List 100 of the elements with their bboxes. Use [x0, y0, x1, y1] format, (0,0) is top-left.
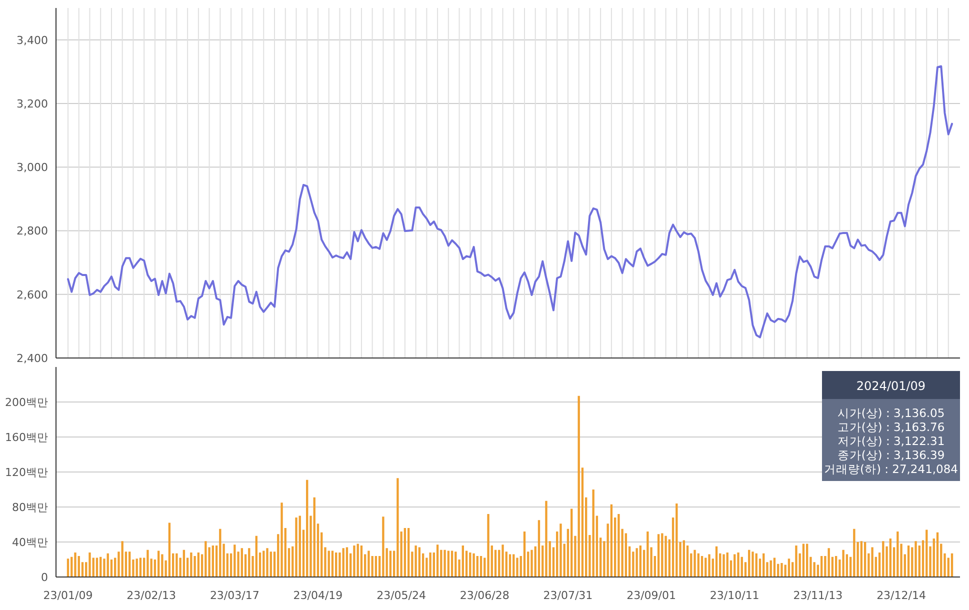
bar [270, 552, 272, 577]
bar [78, 556, 80, 577]
bar [396, 478, 399, 577]
bar [197, 552, 200, 577]
bar [722, 554, 725, 577]
bar [755, 553, 758, 577]
bar [762, 553, 765, 577]
x-tick-label: 23/05/24 [376, 589, 426, 602]
y-tick-label: 2,800 [16, 224, 48, 238]
bar [212, 546, 214, 577]
bar [404, 528, 406, 577]
y-tick-label: 2,400 [16, 352, 48, 365]
bar [907, 546, 910, 577]
bar [523, 532, 526, 577]
bar [469, 552, 472, 577]
bar [834, 556, 838, 577]
x-tick-label: 23/10/11 [710, 589, 760, 602]
x-tick-label: 23/12/14 [876, 589, 926, 602]
bar [476, 556, 478, 577]
bar [864, 542, 866, 577]
bar [788, 558, 790, 577]
bar [806, 544, 808, 577]
bar [737, 552, 740, 577]
bar [382, 516, 384, 577]
annotation: 종가(상) : 3,136.39 [837, 448, 945, 462]
bar [646, 532, 649, 577]
bar [842, 550, 844, 577]
bar [436, 544, 439, 577]
y-tick-label: 0 [41, 571, 48, 584]
bar [618, 514, 620, 577]
bar [407, 528, 410, 577]
bar [889, 538, 892, 577]
x-tick-label: 23/09/01 [626, 589, 676, 602]
bar [795, 546, 798, 577]
bar [494, 550, 497, 577]
bar [234, 544, 236, 577]
y-tick-label: 120백만 [5, 466, 48, 479]
bar [480, 556, 482, 577]
bar [657, 534, 660, 577]
bar [176, 553, 178, 577]
bar [429, 552, 432, 577]
bar [664, 536, 667, 577]
bar [454, 552, 457, 577]
annotation: 2024/01/09 [856, 379, 926, 393]
bar [444, 550, 446, 577]
bar [871, 547, 874, 577]
bar [516, 558, 518, 577]
bar [502, 544, 504, 577]
bar [610, 504, 613, 577]
x-tick-label: 23/06/28 [460, 589, 510, 602]
y-tick-label: 40백만 [12, 536, 48, 549]
bar [74, 552, 76, 577]
bar [860, 541, 863, 577]
bar [560, 524, 562, 577]
x-tick-label: 23/04/19 [293, 589, 343, 602]
bar [578, 396, 580, 577]
bar [280, 502, 283, 577]
bar [66, 558, 70, 577]
bar [748, 550, 750, 577]
bar [820, 556, 823, 577]
bar [697, 553, 700, 577]
bar [592, 490, 594, 577]
bar [828, 548, 830, 577]
bar [121, 541, 124, 577]
x-tick-label: 23/11/13 [793, 589, 843, 602]
bar [194, 556, 196, 577]
bar [936, 532, 939, 577]
bar [636, 548, 638, 577]
annotation: 시가(상) : 3,136.05 [837, 406, 945, 420]
y-tick-label: 3,400 [16, 34, 48, 47]
bar [248, 548, 250, 577]
bar [914, 541, 917, 577]
bar [240, 548, 243, 577]
bar [368, 550, 370, 577]
bar [161, 554, 164, 577]
bar [313, 497, 316, 577]
bar [346, 547, 348, 577]
bar [356, 544, 359, 577]
y-tick-label: 200백만 [5, 396, 48, 409]
bar [676, 504, 678, 577]
bar [266, 548, 268, 577]
bar [538, 520, 540, 577]
bar [472, 553, 475, 577]
line-series [67, 65, 953, 338]
bar [106, 553, 109, 577]
bar [128, 552, 131, 577]
bar [708, 554, 710, 577]
y-tick-label: 3,000 [16, 161, 48, 174]
bar [418, 547, 421, 577]
bar [353, 546, 356, 577]
bar [545, 500, 548, 577]
bar [298, 516, 301, 577]
bar [255, 536, 258, 577]
x-tick-label: 23/01/09 [43, 589, 93, 602]
x-tick-label: 23/02/13 [126, 589, 176, 602]
bar [780, 563, 783, 577]
bar [136, 558, 138, 577]
bar [853, 528, 856, 577]
bar [88, 552, 91, 577]
bar [882, 541, 884, 577]
